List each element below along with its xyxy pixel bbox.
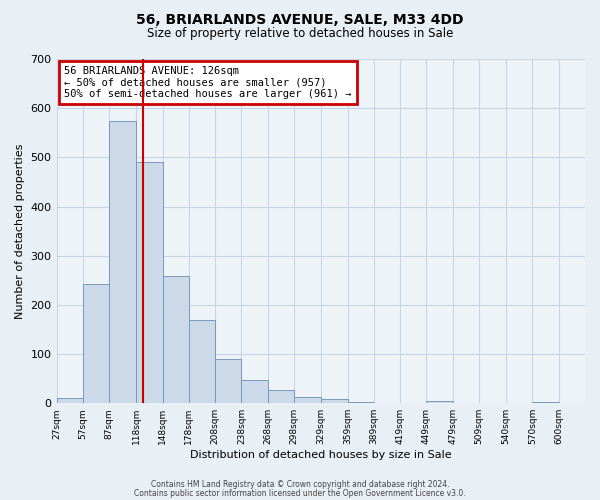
Bar — [163, 276, 189, 403]
Bar — [189, 320, 215, 403]
Bar — [347, 402, 374, 403]
Bar — [56, 398, 83, 403]
Bar — [532, 402, 559, 403]
Bar — [268, 390, 294, 403]
Text: Size of property relative to detached houses in Sale: Size of property relative to detached ho… — [147, 28, 453, 40]
Bar — [241, 380, 268, 403]
Text: 56 BRIARLANDS AVENUE: 126sqm
← 50% of detached houses are smaller (957)
50% of s: 56 BRIARLANDS AVENUE: 126sqm ← 50% of de… — [64, 66, 352, 99]
Bar — [294, 397, 321, 403]
Text: 56, BRIARLANDS AVENUE, SALE, M33 4DD: 56, BRIARLANDS AVENUE, SALE, M33 4DD — [136, 12, 464, 26]
Y-axis label: Number of detached properties: Number of detached properties — [15, 144, 25, 319]
X-axis label: Distribution of detached houses by size in Sale: Distribution of detached houses by size … — [190, 450, 452, 460]
Text: Contains public sector information licensed under the Open Government Licence v3: Contains public sector information licen… — [134, 490, 466, 498]
Bar — [109, 122, 136, 403]
Bar — [136, 162, 163, 403]
Bar — [427, 401, 452, 403]
Bar — [83, 284, 109, 403]
Text: Contains HM Land Registry data © Crown copyright and database right 2024.: Contains HM Land Registry data © Crown c… — [151, 480, 449, 489]
Bar — [215, 359, 241, 403]
Bar — [321, 400, 347, 403]
